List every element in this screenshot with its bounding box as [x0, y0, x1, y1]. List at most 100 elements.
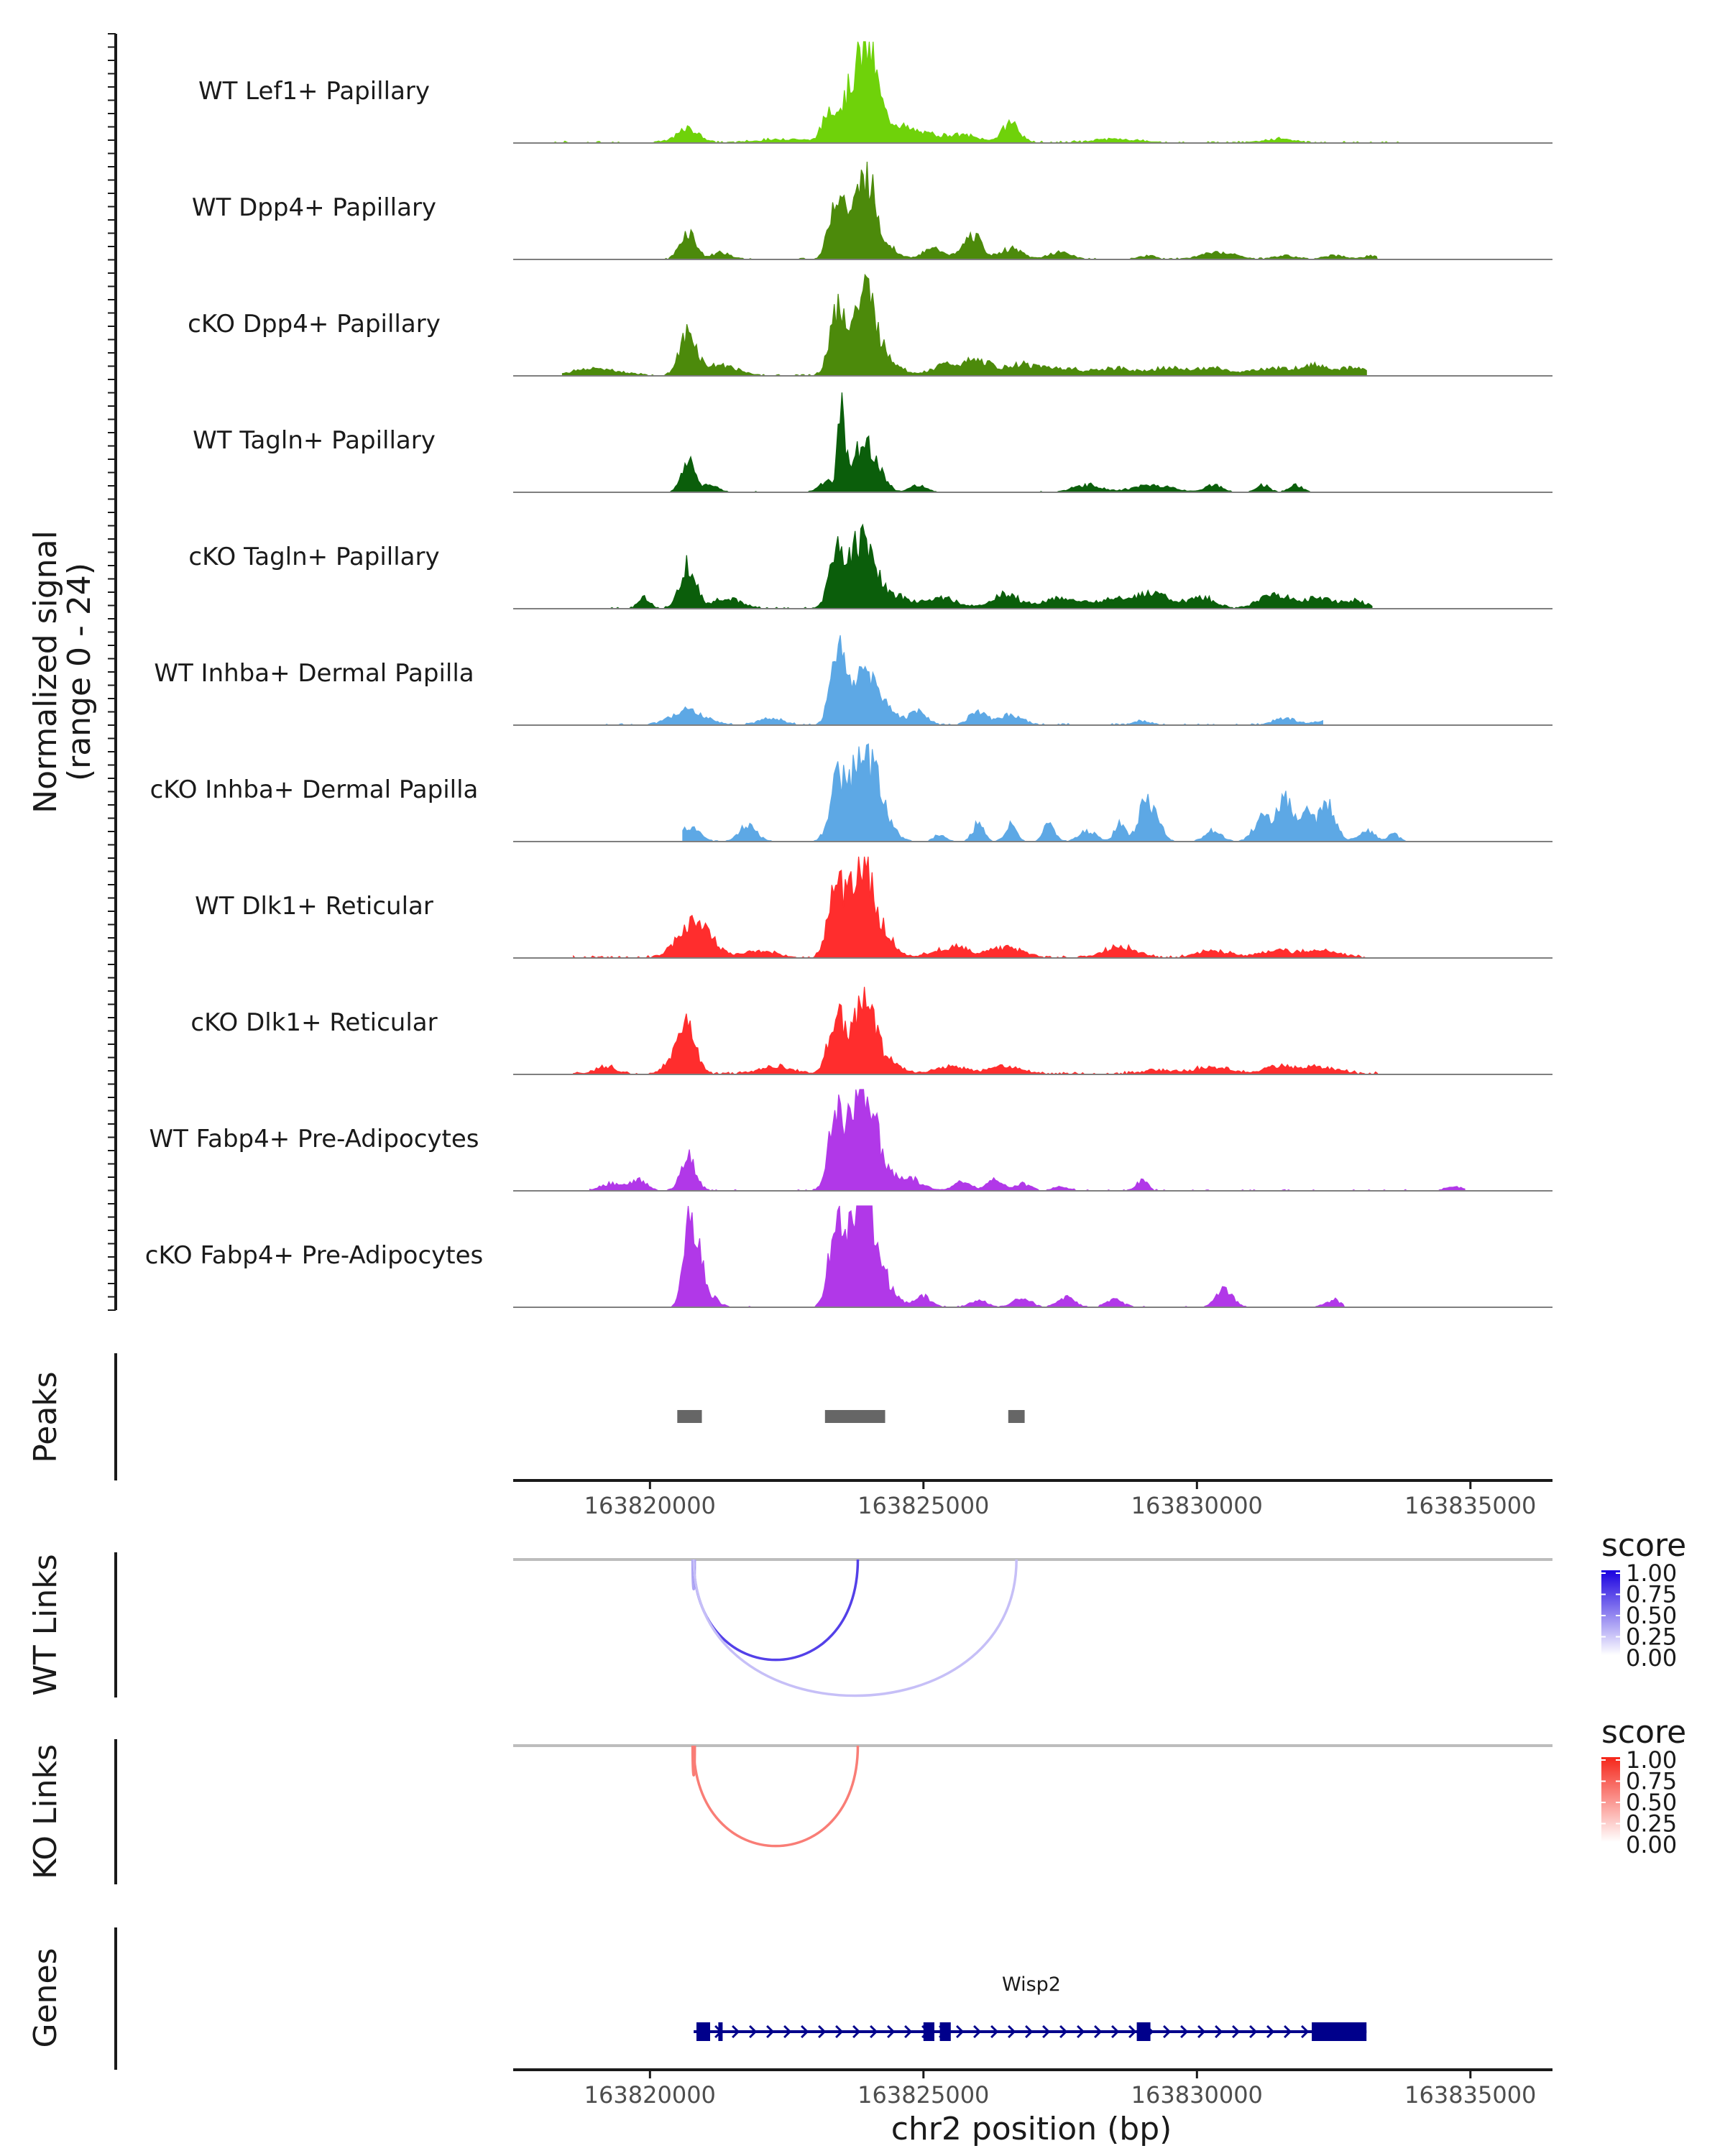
wt-links-track: WT Links: [27, 1552, 1552, 1697]
genes-track: Genes Wisp2: [27, 1927, 1367, 2070]
legend-tick-label: 0.25: [1626, 1810, 1677, 1838]
genes-track-label: Genes: [27, 1948, 64, 2047]
peak-region: [1008, 1410, 1025, 1423]
strand-arrow: [1025, 2024, 1034, 2039]
coverage-area: [606, 523, 1373, 609]
strand-arrow: [1008, 2024, 1016, 2039]
exon: [939, 2022, 951, 2041]
coverage-track: cKO Dpp4+ Papillary: [188, 273, 1552, 377]
strand-arrow: [1180, 2024, 1189, 2039]
coverage-area: [650, 1205, 1346, 1308]
exon: [1312, 2022, 1367, 2041]
track-label: WT Fabp4+ Pre-Adipocytes: [150, 1125, 479, 1153]
x-tick-label: 163825000: [857, 1492, 989, 1519]
y-axis-range-label: (range 0 - 24): [61, 563, 98, 781]
strand-arrow: [1042, 2024, 1051, 2039]
strand-arrow: [1128, 2024, 1137, 2039]
peak-region: [824, 1410, 886, 1423]
legend-tick-label: 0.50: [1626, 1789, 1677, 1816]
legend-tick-label: 0.00: [1626, 1831, 1677, 1858]
strand-arrow: [1059, 2024, 1068, 2039]
legend-tick-label: 1.00: [1626, 1560, 1677, 1587]
coverage-area: [639, 392, 1312, 493]
coverage-track: WT Lef1+ Papillary: [198, 41, 1552, 144]
strand-arrow: [1111, 2024, 1120, 2039]
coverage-track: cKO Fabp4+ Pre-Adipocytes: [145, 1205, 1552, 1308]
peaks-track-label: Peaks: [27, 1371, 64, 1462]
coverage-area: [551, 41, 1411, 144]
x-tick-label: 163830000: [1131, 2081, 1263, 2109]
track-label: WT Dlk1+ Reticular: [195, 892, 433, 921]
coverage-track: WT Tagln+ Papillary: [193, 392, 1552, 493]
track-label: WT Lef1+ Papillary: [198, 77, 430, 106]
coverage-area: [561, 273, 1367, 377]
ko-links-track: KO Links: [27, 1739, 1552, 1884]
x-tick-label: 163835000: [1404, 1492, 1536, 1519]
strand-arrow: [1094, 2024, 1103, 2039]
peaks-track: Peaks: [27, 1353, 1025, 1480]
strand-arrow: [835, 2024, 844, 2039]
strand-arrow: [1249, 2024, 1258, 2039]
x-tick-label: 163830000: [1131, 1492, 1263, 1519]
coverage-track: WT Dpp4+ Papillary: [192, 161, 1552, 260]
wt-links-label: WT Links: [27, 1554, 64, 1695]
strand-arrow: [1197, 2024, 1206, 2039]
coverage-area: [573, 856, 1367, 959]
exon: [923, 2022, 934, 2041]
strand-arrow: [887, 2024, 896, 2039]
legend-tick-label: 0.50: [1626, 1602, 1677, 1629]
coverage-area: [633, 161, 1379, 260]
exon: [718, 2022, 723, 2041]
x-tick-label: 163835000: [1404, 2081, 1536, 2109]
strand-arrow: [783, 2024, 792, 2039]
legend-tick-label: 1.00: [1626, 1746, 1677, 1774]
coverage-area: [589, 1089, 1466, 1192]
coverage-track: cKO Tagln+ Papillary: [188, 523, 1552, 609]
exon: [1136, 2022, 1151, 2041]
coverage-track: cKO Dlk1+ Reticular: [190, 987, 1552, 1076]
legend-tick-label: 0.75: [1626, 1768, 1677, 1795]
legend-colorbar: [1601, 1570, 1620, 1655]
track-label: cKO Dpp4+ Papillary: [188, 310, 441, 338]
track-label: cKO Tagln+ Papillary: [188, 543, 439, 571]
gene-model: [694, 2022, 1367, 2041]
coverage-track: WT Inhba+ Dermal Papilla: [154, 635, 1552, 726]
legend-tick-label: 0.00: [1626, 1644, 1677, 1672]
peak-regions: [677, 1410, 1025, 1423]
strand-arrow: [990, 2024, 999, 2039]
track-label: cKO Inhba+ Dermal Papilla: [150, 775, 479, 804]
strand-arrow: [1266, 2024, 1275, 2039]
x-tick-label: 163825000: [857, 2081, 989, 2109]
peak-region: [677, 1410, 702, 1423]
strand-arrow: [904, 2024, 913, 2039]
strand-arrow: [1215, 2024, 1223, 2039]
coverage-area: [682, 743, 1427, 842]
y-axis: [108, 33, 117, 1311]
y-axis-label: Normalized signal: [27, 530, 64, 814]
track-label: WT Inhba+ Dermal Papilla: [154, 659, 474, 688]
strand-arrow: [1232, 2024, 1241, 2039]
x-axis-title: chr2 position (bp): [891, 2111, 1172, 2147]
coverage-track: WT Dlk1+ Reticular: [195, 856, 1552, 959]
strand-arrow: [852, 2024, 861, 2039]
strand-arrow: [870, 2024, 878, 2039]
strand-arrow: [732, 2024, 740, 2039]
coverage-area: [573, 987, 1379, 1076]
exon: [696, 2022, 710, 2041]
legend-colorbar: [1601, 1757, 1620, 1842]
legend-tick-label: 0.75: [1626, 1581, 1677, 1608]
track-label: cKO Dlk1+ Reticular: [190, 1008, 437, 1037]
strand-arrow: [1301, 2024, 1310, 2039]
track-label: WT Tagln+ Papillary: [193, 426, 436, 455]
strand-arrow: [956, 2024, 965, 2039]
coverage-tracks: WT Lef1+ Papillary WT Dpp4+ Papillary cKO …: [145, 41, 1552, 1308]
strand-arrow: [1163, 2024, 1172, 2039]
link-arc: [692, 1559, 860, 1662]
track-label: WT Dpp4+ Papillary: [192, 193, 436, 222]
legend-tick-label: 0.25: [1626, 1623, 1677, 1651]
strand-arrow: [801, 2024, 809, 2039]
strand-arrow: [1284, 2024, 1292, 2039]
strand-arrow: [766, 2024, 775, 2039]
strand-arrow: [818, 2024, 827, 2039]
